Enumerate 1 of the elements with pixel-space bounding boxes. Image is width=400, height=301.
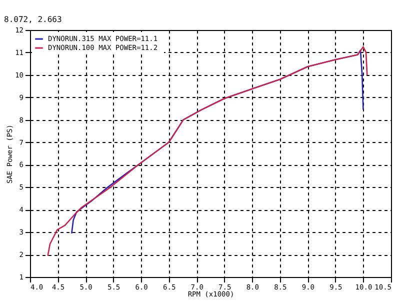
text: 8.072, 2.663 xyxy=(4,15,62,24)
